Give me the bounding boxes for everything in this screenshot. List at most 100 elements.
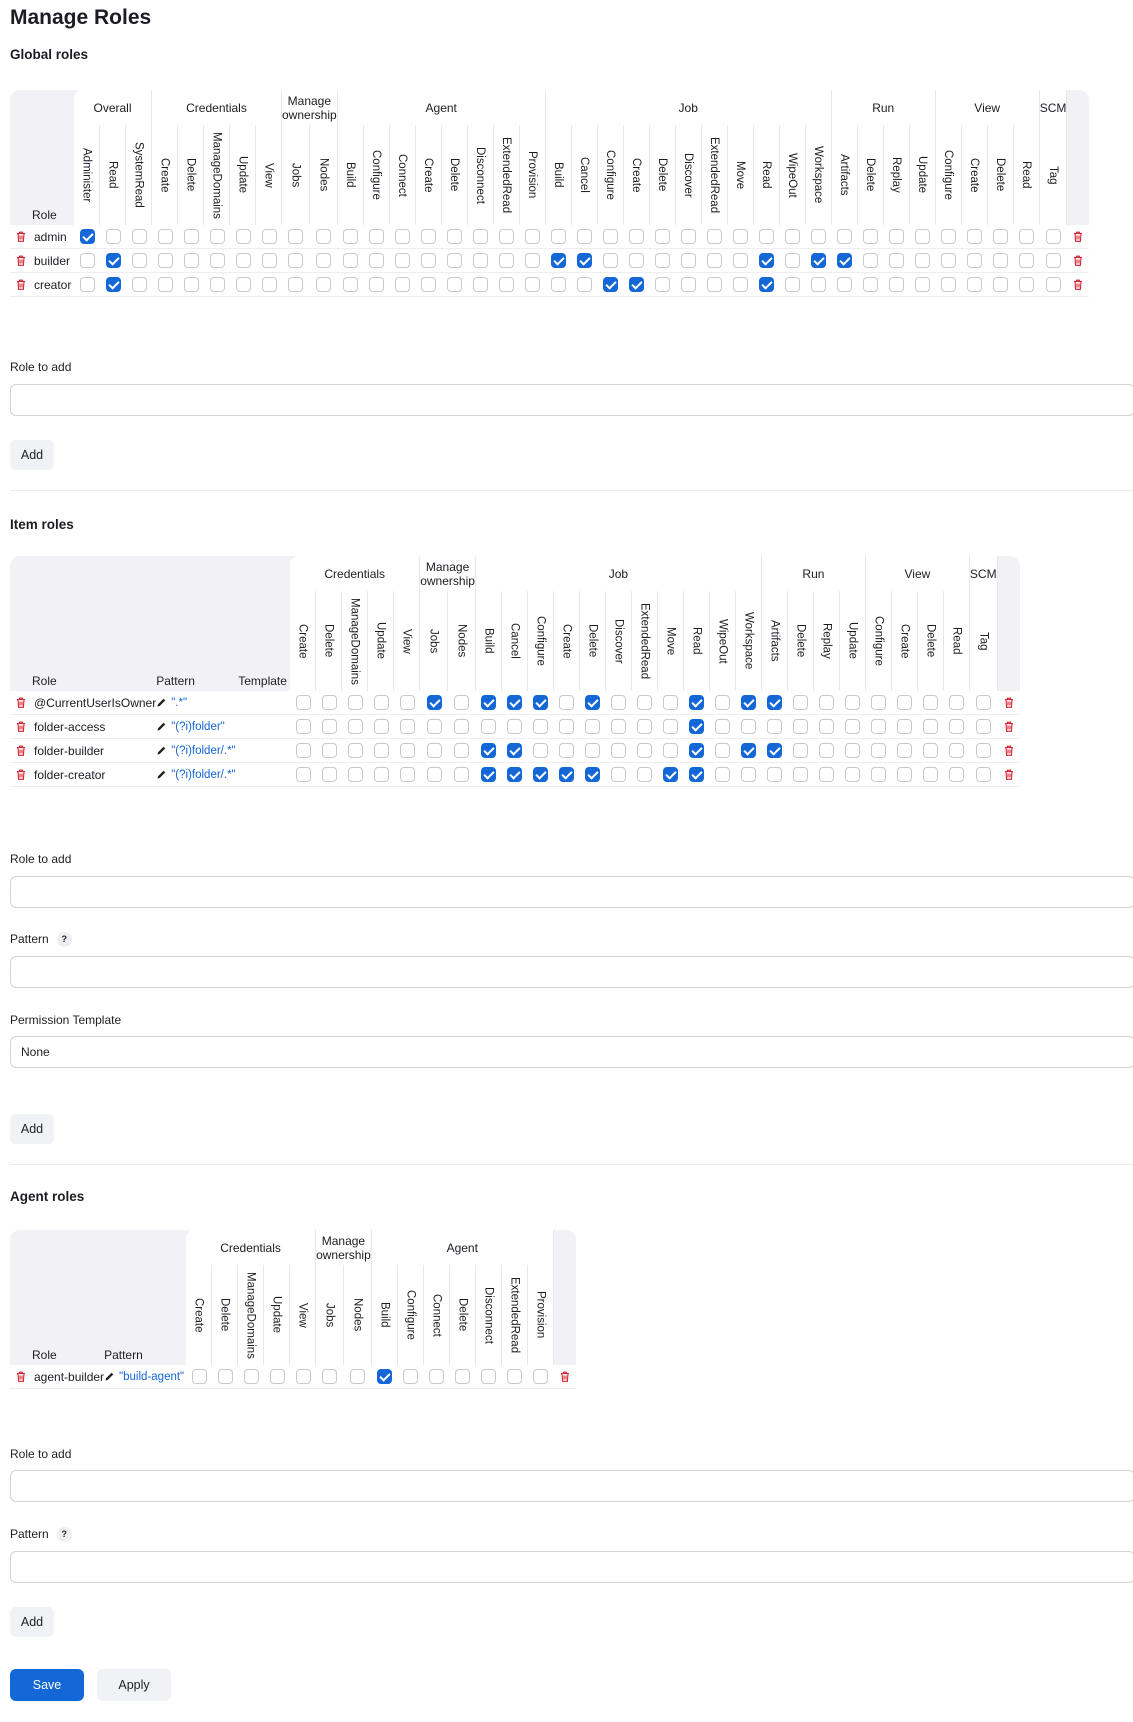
permission-checkbox[interactable] — [399, 694, 415, 710]
permission-checkbox[interactable] — [429, 1368, 445, 1384]
permission-checkbox[interactable] — [454, 766, 470, 782]
delete-role-icon[interactable] — [10, 739, 32, 763]
permission-checkbox[interactable] — [993, 228, 1009, 244]
permission-checkbox[interactable] — [343, 276, 359, 292]
delete-role-icon[interactable] — [553, 1365, 576, 1389]
permission-checkbox[interactable] — [377, 1368, 393, 1384]
delete-role-icon[interactable] — [997, 715, 1020, 739]
permission-checkbox[interactable] — [533, 1368, 549, 1384]
permission-checkbox[interactable] — [525, 252, 541, 268]
permission-checkbox[interactable] — [863, 276, 879, 292]
permission-checkbox[interactable] — [941, 276, 957, 292]
permission-checkbox[interactable] — [837, 228, 853, 244]
permission-checkbox[interactable] — [689, 742, 705, 758]
permission-checkbox[interactable] — [663, 766, 679, 782]
permission-checkbox[interactable] — [105, 228, 121, 244]
permission-checkbox[interactable] — [533, 766, 549, 782]
permission-checkbox[interactable] — [533, 718, 549, 734]
permission-checkbox[interactable] — [217, 1368, 233, 1384]
permission-checkbox[interactable] — [845, 742, 861, 758]
permission-checkbox[interactable] — [347, 694, 363, 710]
permission-checkbox[interactable] — [421, 276, 437, 292]
edit-pattern-icon[interactable] — [156, 697, 171, 709]
permission-checkbox[interactable] — [733, 228, 749, 244]
permission-checkbox[interactable] — [481, 1368, 497, 1384]
role-pattern[interactable]: ".*" — [156, 691, 239, 715]
permission-checkbox[interactable] — [811, 276, 827, 292]
permission-checkbox[interactable] — [525, 276, 541, 292]
permission-checkbox[interactable] — [889, 276, 905, 292]
permission-checkbox[interactable] — [949, 694, 965, 710]
permission-checkbox[interactable] — [949, 766, 965, 782]
edit-pattern-icon[interactable] — [156, 769, 171, 781]
permission-checkbox[interactable] — [559, 766, 575, 782]
delete-role-icon[interactable] — [1067, 273, 1090, 297]
permission-checkbox[interactable] — [897, 694, 913, 710]
role-pattern[interactable]: "(?i)folder" — [156, 715, 239, 739]
permission-checkbox[interactable] — [767, 742, 783, 758]
permission-checkbox[interactable] — [157, 276, 173, 292]
permission-checkbox[interactable] — [321, 718, 337, 734]
permission-checkbox[interactable] — [715, 694, 731, 710]
permission-checkbox[interactable] — [473, 228, 489, 244]
permission-checkbox[interactable] — [350, 1368, 366, 1384]
permission-checkbox[interactable] — [837, 252, 853, 268]
apply-button[interactable]: Apply — [97, 1669, 171, 1701]
permission-checkbox[interactable] — [603, 228, 619, 244]
permission-checkbox[interactable] — [261, 276, 277, 292]
permission-checkbox[interactable] — [759, 252, 775, 268]
delete-role-icon[interactable] — [10, 715, 32, 739]
permission-checkbox[interactable] — [811, 252, 827, 268]
permission-checkbox[interactable] — [499, 276, 515, 292]
permission-checkbox[interactable] — [629, 276, 645, 292]
permission-checkbox[interactable] — [611, 742, 627, 758]
permission-checkbox[interactable] — [715, 766, 731, 782]
permission-checkbox[interactable] — [967, 228, 983, 244]
permission-checkbox[interactable] — [373, 718, 389, 734]
permission-checkbox[interactable] — [395, 276, 411, 292]
permission-checkbox[interactable] — [243, 1368, 259, 1384]
permission-checkbox[interactable] — [845, 766, 861, 782]
permission-checkbox[interactable] — [819, 766, 835, 782]
permission-checkbox[interactable] — [767, 766, 783, 782]
permission-checkbox[interactable] — [157, 228, 173, 244]
permission-checkbox[interactable] — [993, 276, 1009, 292]
permission-checkbox[interactable] — [681, 252, 697, 268]
permission-checkbox[interactable] — [585, 694, 601, 710]
permission-checkbox[interactable] — [373, 766, 389, 782]
role-pattern[interactable]: "(?i)folder/.*" — [156, 763, 239, 787]
permission-checkbox[interactable] — [733, 276, 749, 292]
permission-checkbox[interactable] — [819, 694, 835, 710]
permission-checkbox[interactable] — [551, 252, 567, 268]
permission-checkbox[interactable] — [321, 694, 337, 710]
permission-checkbox[interactable] — [923, 742, 939, 758]
permission-checkbox[interactable] — [316, 252, 332, 268]
delete-role-icon[interactable] — [10, 691, 32, 715]
permission-checkbox[interactable] — [481, 718, 497, 734]
pattern-help-icon[interactable]: ? — [56, 1527, 72, 1543]
permission-checkbox[interactable] — [897, 718, 913, 734]
permission-checkbox[interactable] — [585, 766, 601, 782]
permission-checkbox[interactable] — [347, 742, 363, 758]
permission-checkbox[interactable] — [288, 276, 304, 292]
role-pattern[interactable]: "(?i)folder/.*" — [156, 739, 239, 763]
edit-pattern-icon[interactable] — [156, 745, 171, 757]
permission-checkbox[interactable] — [426, 766, 442, 782]
permission-checkbox[interactable] — [976, 718, 992, 734]
permission-checkbox[interactable] — [426, 718, 442, 734]
permission-checkbox[interactable] — [811, 228, 827, 244]
permission-checkbox[interactable] — [343, 252, 359, 268]
delete-role-icon[interactable] — [1067, 249, 1090, 273]
permission-checkbox[interactable] — [183, 228, 199, 244]
permission-checkbox[interactable] — [707, 228, 723, 244]
agent-role-to-add-input[interactable] — [10, 1470, 1133, 1502]
permission-checkbox[interactable] — [481, 694, 497, 710]
permission-checkbox[interactable] — [845, 718, 861, 734]
permission-checkbox[interactable] — [421, 228, 437, 244]
agent-pattern-input[interactable] — [10, 1551, 1133, 1583]
delete-role-icon[interactable] — [1067, 225, 1090, 249]
pattern-help-icon[interactable]: ? — [56, 932, 72, 948]
permission-checkbox[interactable] — [577, 276, 593, 292]
permission-checkbox[interactable] — [837, 276, 853, 292]
permission-checkbox[interactable] — [454, 718, 470, 734]
